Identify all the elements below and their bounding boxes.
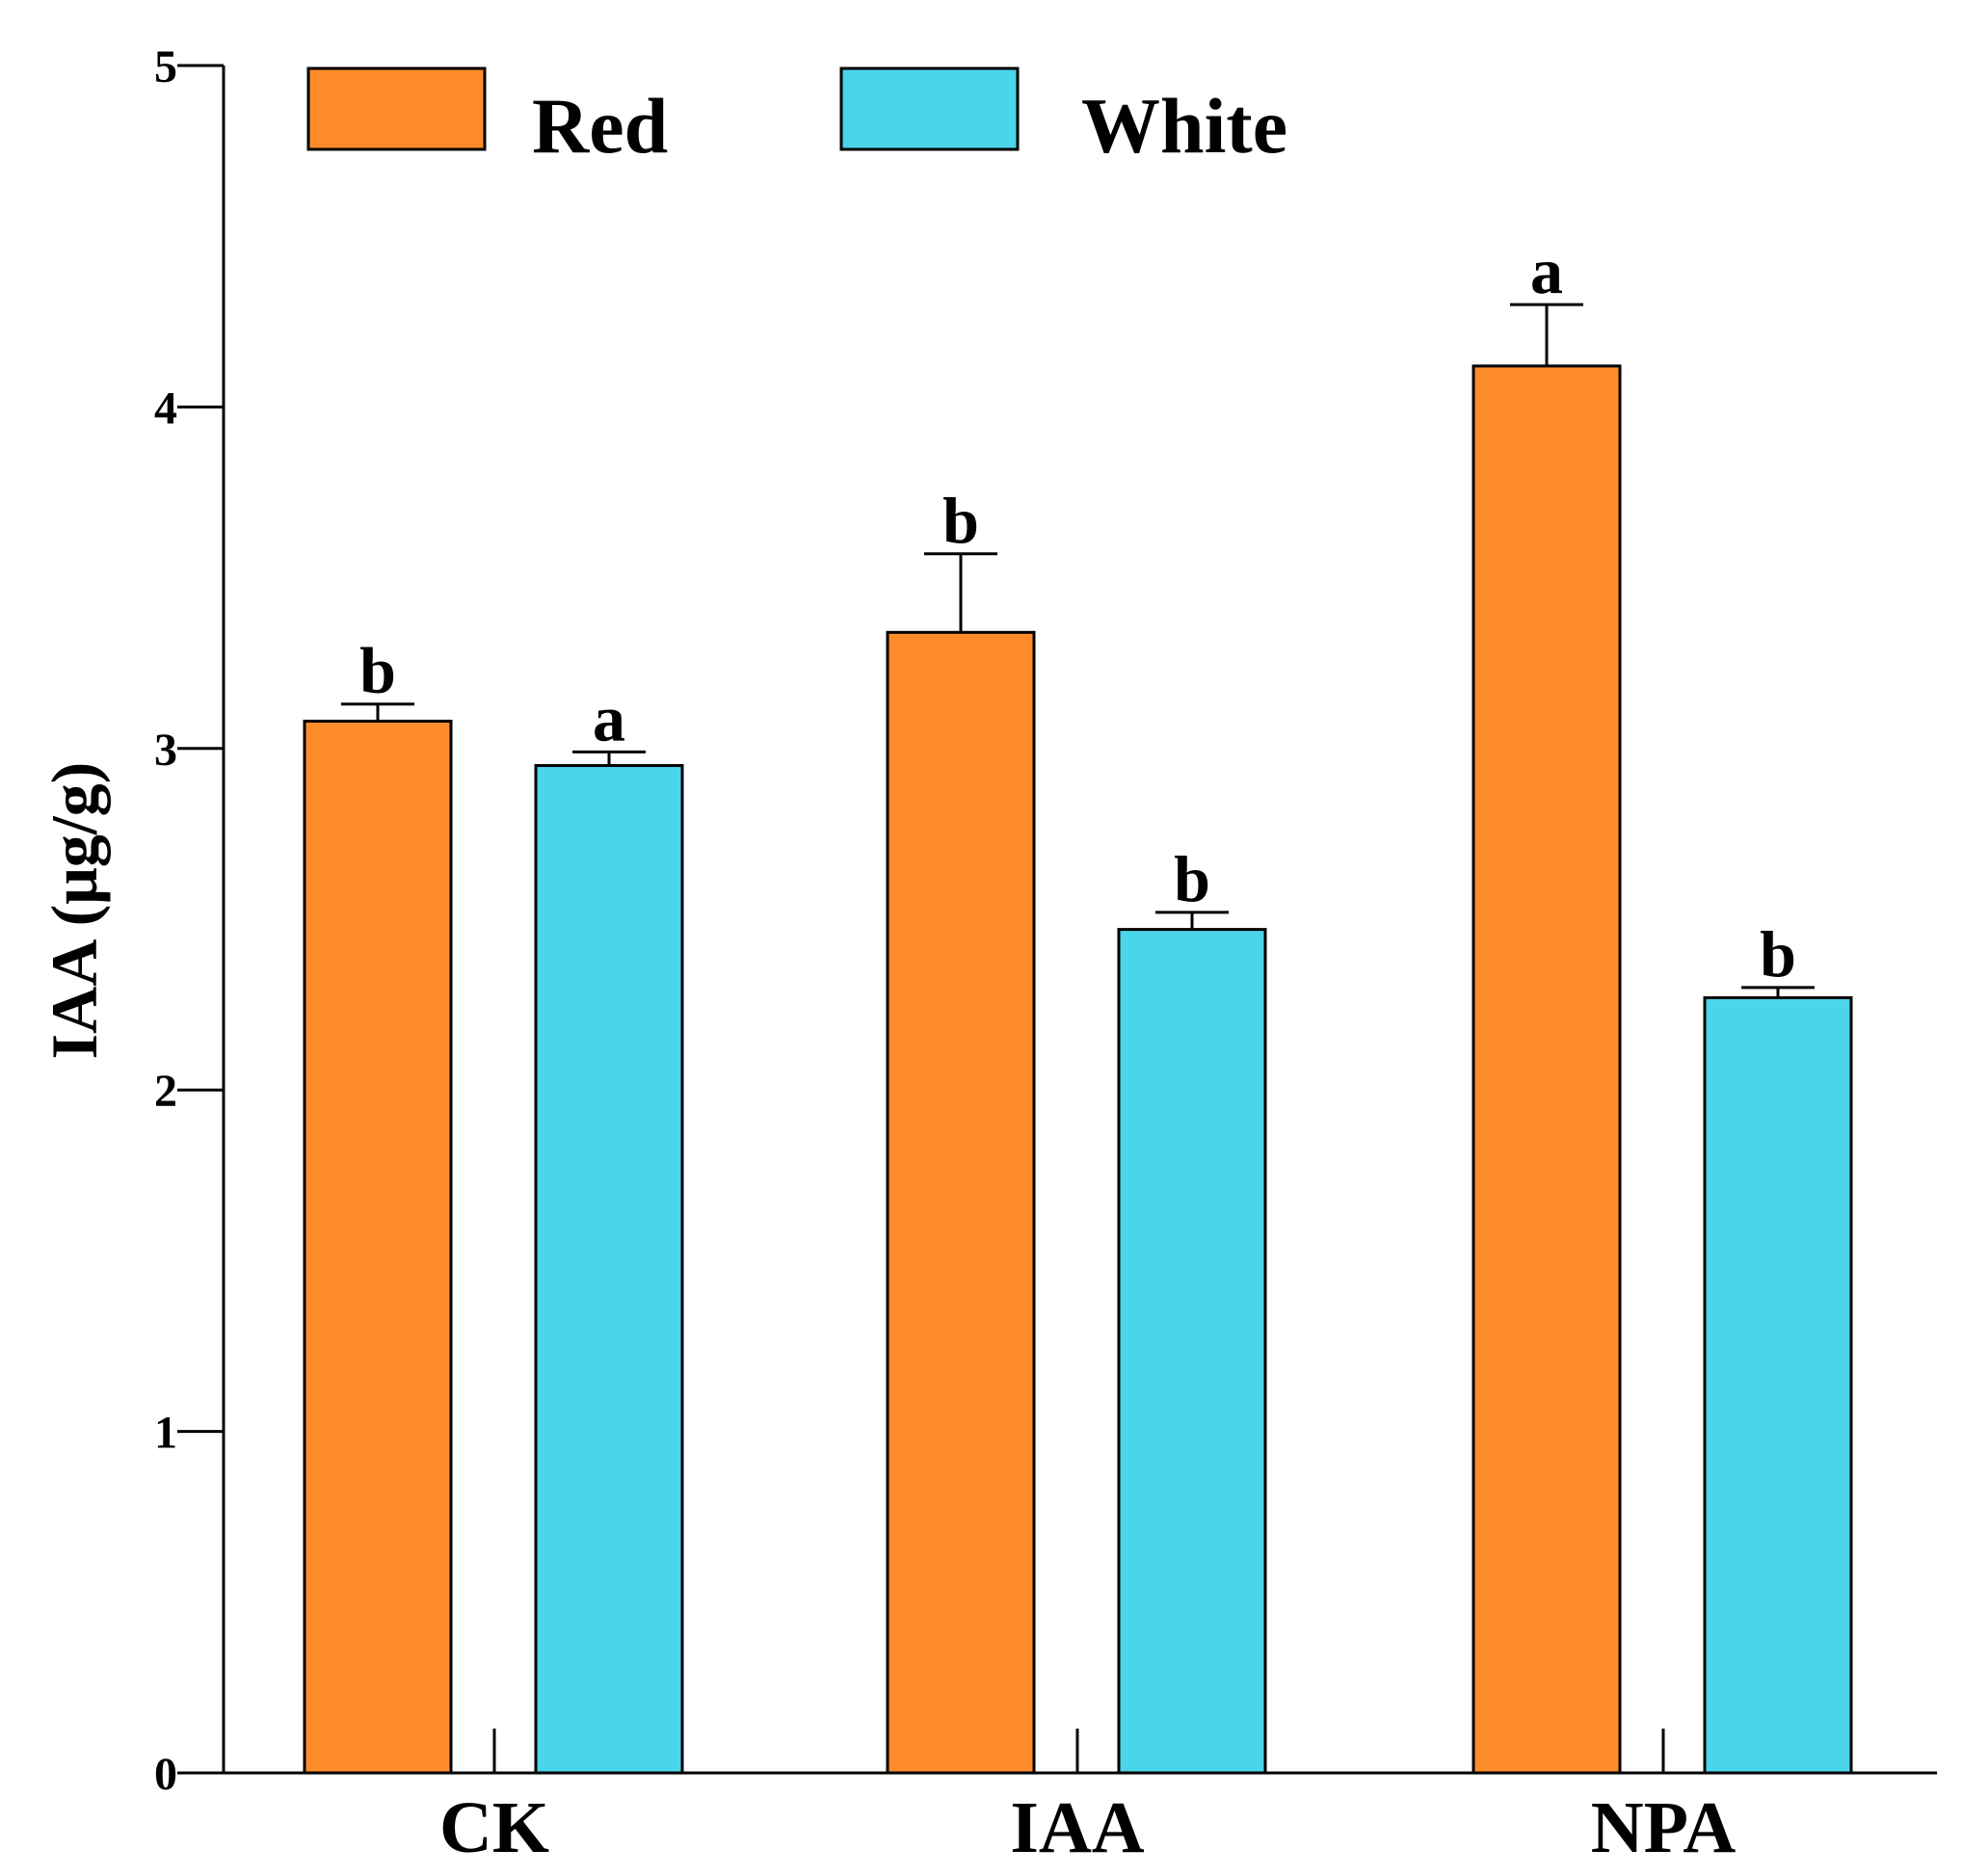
bar-white-iaa (1117, 928, 1267, 1775)
bar-red-iaa (886, 630, 1036, 1775)
y-tick-label: 1 (154, 1408, 177, 1459)
legend: Red White (306, 66, 1287, 170)
legend-swatch-white (839, 66, 1020, 151)
significance-letter: b (359, 634, 396, 707)
bar-red-ck (303, 719, 453, 1775)
bars (303, 364, 1853, 1775)
x-tick-label: NPA (1591, 1787, 1737, 1868)
legend-label-white: White (1081, 82, 1287, 170)
significance-letter: a (593, 681, 625, 754)
bar-white-npa (1703, 996, 1853, 1775)
bar-red-npa (1472, 364, 1622, 1775)
y-tick-label: 3 (154, 725, 177, 776)
error-bars (341, 303, 1815, 998)
y-tick-label: 4 (154, 383, 177, 434)
significance-letter: b (1760, 917, 1796, 991)
significance-letter: b (1174, 842, 1210, 915)
y-tick-label: 5 (154, 41, 177, 92)
y-axis-title: IAA (μg/g) (38, 762, 111, 1060)
x-ticks: CK IAA NPA (439, 1729, 1736, 1868)
y-tick-label: 2 (154, 1066, 177, 1117)
bar-white-ck (534, 764, 684, 1775)
x-tick-label: IAA (1010, 1787, 1144, 1868)
x-tick-label: CK (439, 1787, 549, 1868)
y-tick-label: 0 (154, 1749, 177, 1800)
y-ticks: 0 1 2 3 4 5 (154, 41, 224, 1800)
significance-labels: b b a a b b (359, 234, 1796, 991)
legend-label-red: Red (532, 82, 668, 170)
significance-letter: a (1530, 234, 1563, 307)
legend-swatch-red (306, 66, 487, 151)
significance-letter: b (942, 484, 979, 557)
plot-area: 0 1 2 3 4 5 b b a a b b CK IAA NPA Red White (154, 41, 1937, 1868)
